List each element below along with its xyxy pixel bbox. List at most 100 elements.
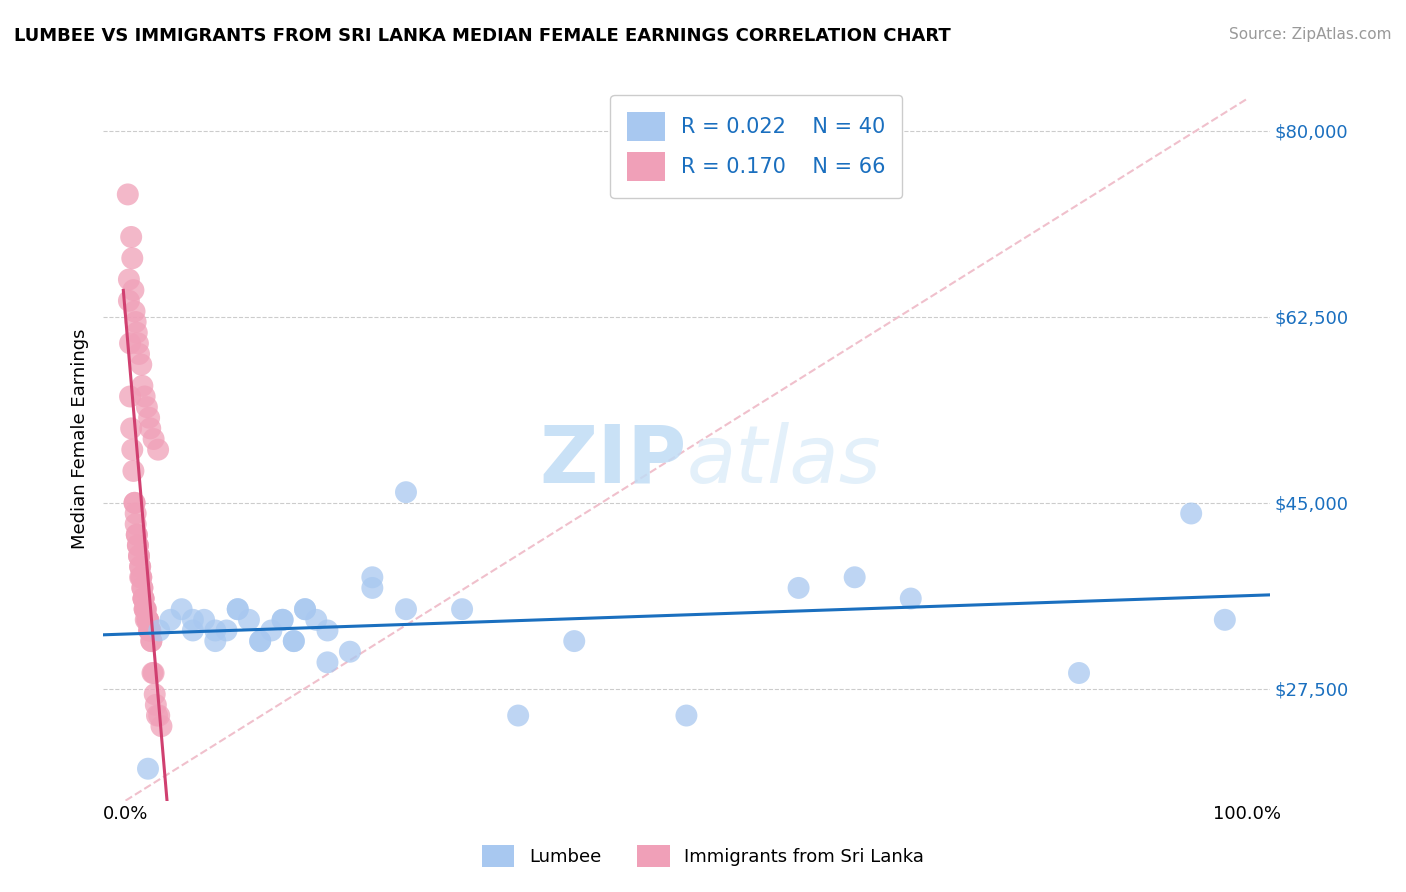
Point	[135, 613, 157, 627]
Point	[121, 442, 143, 457]
Point	[1213, 613, 1236, 627]
Point	[294, 602, 316, 616]
Point	[1067, 665, 1090, 680]
Text: ZIP: ZIP	[538, 422, 686, 500]
Point	[129, 570, 152, 584]
Point	[124, 496, 146, 510]
Point	[146, 708, 169, 723]
Point	[124, 496, 146, 510]
Point	[128, 549, 150, 563]
Point	[124, 304, 146, 318]
Text: atlas: atlas	[686, 422, 882, 500]
Point	[124, 517, 146, 532]
Point	[260, 624, 283, 638]
Point	[129, 570, 152, 584]
Point	[1180, 507, 1202, 521]
Point	[125, 326, 148, 340]
Point	[135, 400, 157, 414]
Point	[675, 708, 697, 723]
Point	[139, 624, 162, 638]
Point	[124, 507, 146, 521]
Point	[141, 665, 163, 680]
Point	[316, 656, 339, 670]
Point	[134, 602, 156, 616]
Point	[139, 624, 162, 638]
Point	[146, 442, 169, 457]
Point	[120, 421, 142, 435]
Point	[271, 613, 294, 627]
Point	[238, 613, 260, 627]
Point	[135, 613, 157, 627]
Point	[136, 613, 159, 627]
Text: LUMBEE VS IMMIGRANTS FROM SRI LANKA MEDIAN FEMALE EARNINGS CORRELATION CHART: LUMBEE VS IMMIGRANTS FROM SRI LANKA MEDI…	[14, 27, 950, 45]
Point	[150, 719, 173, 733]
Point	[142, 665, 165, 680]
Point	[122, 464, 145, 478]
Point	[204, 634, 226, 648]
Point	[143, 687, 166, 701]
Legend: Lumbee, Immigrants from Sri Lanka: Lumbee, Immigrants from Sri Lanka	[475, 838, 931, 874]
Point	[129, 570, 152, 584]
Point	[361, 581, 384, 595]
Point	[148, 624, 170, 638]
Point	[142, 432, 165, 446]
Point	[129, 559, 152, 574]
Point	[122, 283, 145, 297]
Point	[136, 762, 159, 776]
Point	[131, 581, 153, 595]
Point	[120, 230, 142, 244]
Point	[139, 421, 162, 435]
Point	[145, 698, 167, 712]
Point	[215, 624, 238, 638]
Point	[138, 410, 160, 425]
Point	[508, 708, 530, 723]
Point	[127, 538, 149, 552]
Point	[339, 645, 361, 659]
Point	[135, 602, 157, 616]
Point	[117, 187, 139, 202]
Legend: R = 0.022    N = 40, R = 0.170    N = 66: R = 0.022 N = 40, R = 0.170 N = 66	[610, 95, 903, 198]
Point	[193, 613, 215, 627]
Point	[121, 252, 143, 266]
Point	[132, 591, 155, 606]
Point	[118, 389, 141, 403]
Point	[132, 591, 155, 606]
Point	[451, 602, 474, 616]
Y-axis label: Median Female Earnings: Median Female Earnings	[72, 329, 89, 549]
Point	[124, 315, 146, 329]
Point	[118, 336, 141, 351]
Point	[136, 613, 159, 627]
Point	[294, 602, 316, 616]
Point	[787, 581, 810, 595]
Point	[283, 634, 305, 648]
Point	[132, 591, 155, 606]
Point	[148, 708, 170, 723]
Point	[395, 485, 418, 500]
Point	[141, 634, 163, 648]
Point	[118, 272, 141, 286]
Point	[226, 602, 249, 616]
Point	[395, 602, 418, 616]
Point	[125, 527, 148, 541]
Point	[138, 624, 160, 638]
Point	[181, 613, 204, 627]
Point	[900, 591, 922, 606]
Point	[271, 613, 294, 627]
Point	[138, 624, 160, 638]
Point	[135, 602, 157, 616]
Point	[131, 379, 153, 393]
Point	[204, 624, 226, 638]
Point	[361, 570, 384, 584]
Point	[128, 549, 150, 563]
Point	[134, 389, 156, 403]
Point	[170, 602, 193, 616]
Point	[125, 527, 148, 541]
Point	[316, 624, 339, 638]
Point	[141, 634, 163, 648]
Point	[249, 634, 271, 648]
Point	[131, 581, 153, 595]
Point	[159, 613, 181, 627]
Point	[226, 602, 249, 616]
Point	[844, 570, 866, 584]
Point	[129, 358, 152, 372]
